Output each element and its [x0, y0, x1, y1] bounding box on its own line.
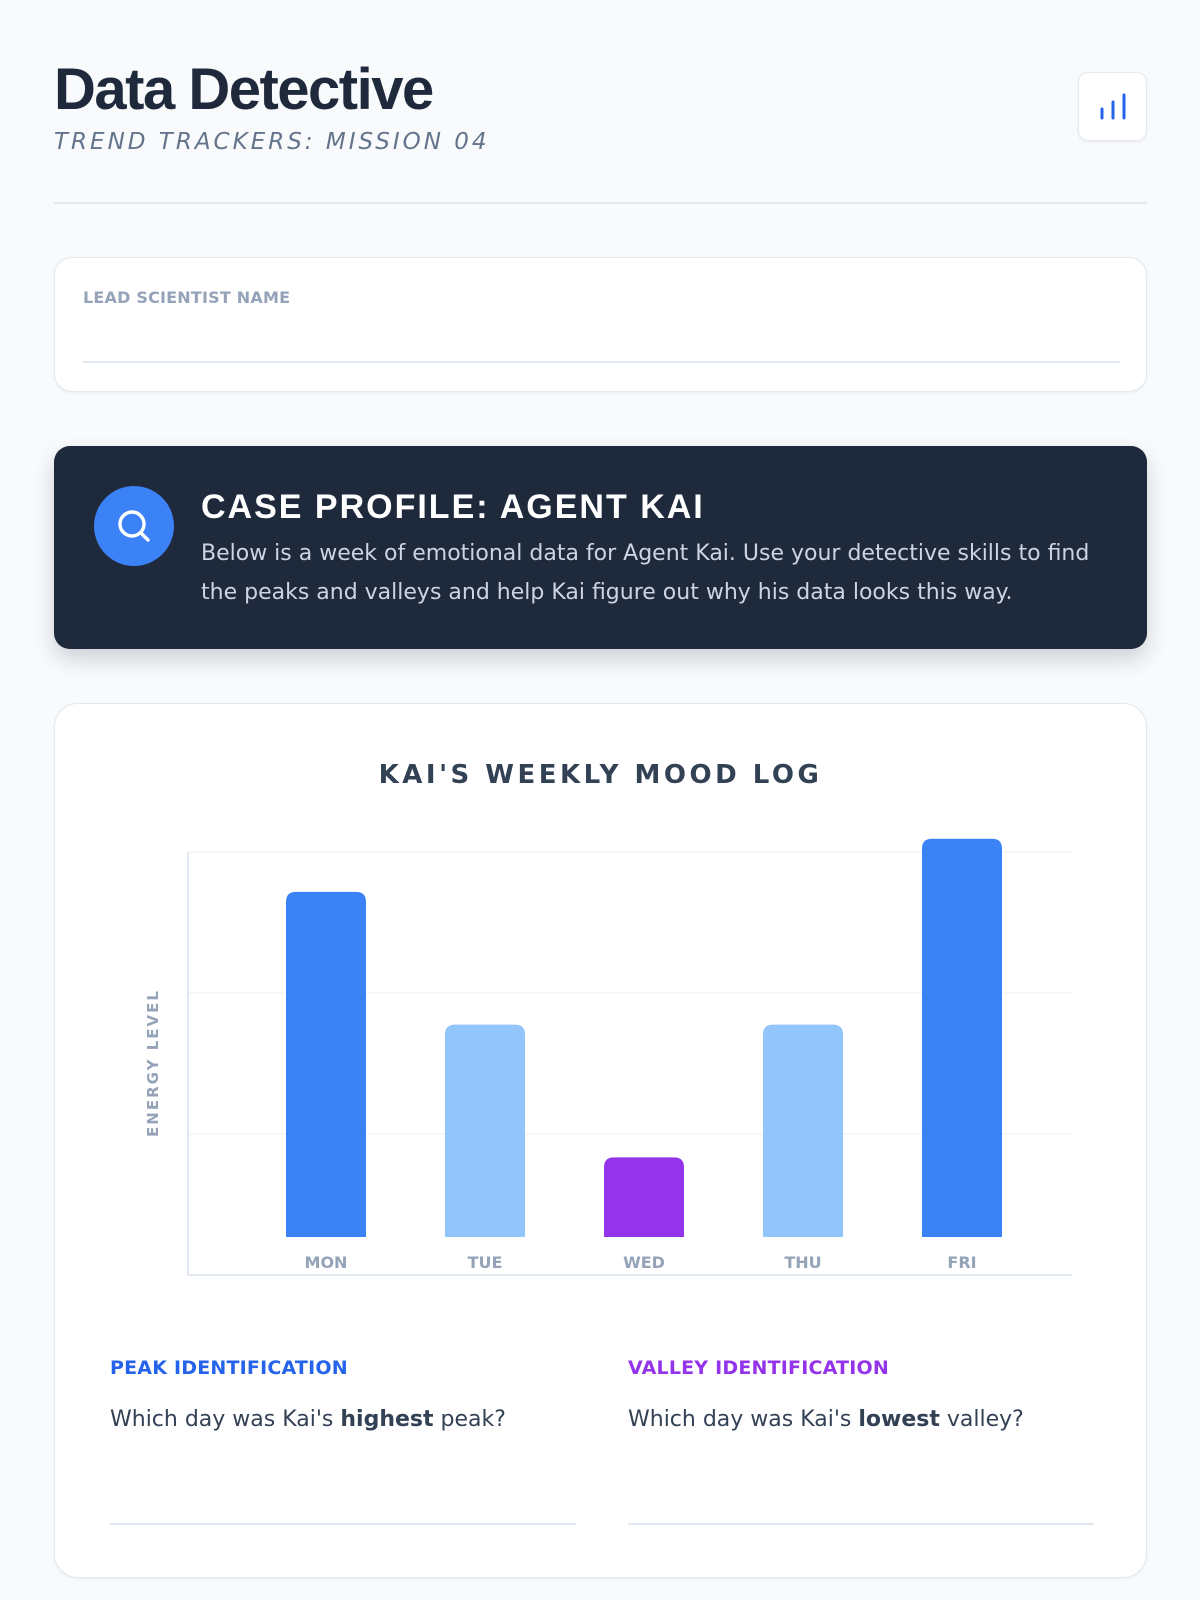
case-icon-badge — [94, 486, 174, 566]
valley-label: VALLEY IDENTIFICATION — [628, 1357, 889, 1379]
x-tick-label: THU — [784, 1253, 821, 1272]
valley-emphasis: lowest — [858, 1407, 940, 1432]
case-description: Below is a week of emotional data for Ag… — [201, 541, 1090, 605]
x-tick-label: WED — [623, 1253, 665, 1272]
valley-prefix: Which day was Kai's — [628, 1407, 859, 1432]
scientist-name-input[interactable] — [83, 361, 1120, 363]
peak-label: PEAK IDENTIFICATION — [110, 1357, 348, 1379]
bar-fri — [922, 838, 1002, 1237]
case-profile-card: CASE PROFILE: AGENT KAI Below is a week … — [54, 446, 1147, 649]
bar-mon — [286, 891, 366, 1237]
x-tick-label: FRI — [947, 1253, 976, 1272]
mood-chart-card: KAI'S WEEKLY MOOD LOG ENERGY LEVEL MON TUE… — [54, 703, 1147, 1578]
case-title: CASE PROFILE: AGENT KAI — [201, 488, 705, 526]
valley-answer-input[interactable] — [628, 1523, 1094, 1525]
peak-question: PEAK IDENTIFICATION Which day was Kai's … — [110, 1357, 576, 1525]
peak-emphasis: highest — [340, 1407, 434, 1432]
valley-suffix: valley? — [939, 1407, 1024, 1432]
bar-tue — [445, 1024, 525, 1237]
worksheet-page: Data Detective TREND TRACKERS: MISSION 0… — [54, 0, 1147, 1578]
scientist-name-card: LEAD SCIENTIST NAME — [54, 257, 1147, 392]
y-axis-label: ENERGY LEVEL — [144, 989, 162, 1137]
mood-bar-chart: ENERGY LEVEL MON TUE WED THU FRI — [144, 838, 1072, 1276]
page-subtitle: TREND TRACKERS: MISSION 04 — [54, 129, 490, 155]
page-title: Data Detective — [54, 57, 434, 122]
bar-thu — [763, 1024, 843, 1237]
scientist-name-label: LEAD SCIENTIST NAME — [83, 288, 291, 307]
peak-suffix: peak? — [433, 1407, 506, 1432]
valley-question-text: Which day was Kai's lowest valley? — [628, 1407, 1094, 1432]
peak-prefix: Which day was Kai's — [110, 1407, 341, 1432]
page-header: Data Detective TREND TRACKERS: MISSION 0… — [54, 0, 1147, 204]
peak-answer-input[interactable] — [110, 1523, 576, 1525]
x-tick-label: MON — [305, 1253, 348, 1272]
bar-wed — [604, 1157, 684, 1237]
valley-question: VALLEY IDENTIFICATION Which day was Kai'… — [628, 1357, 1094, 1525]
x-tick-label: TUE — [468, 1253, 503, 1272]
chart-icon-button[interactable] — [1078, 72, 1147, 141]
chart-title: KAI'S WEEKLY MOOD LOG — [378, 760, 823, 790]
search-icon — [118, 510, 150, 542]
bar-chart-icon — [1100, 93, 1125, 119]
peak-question-text: Which day was Kai's highest peak? — [110, 1407, 576, 1432]
